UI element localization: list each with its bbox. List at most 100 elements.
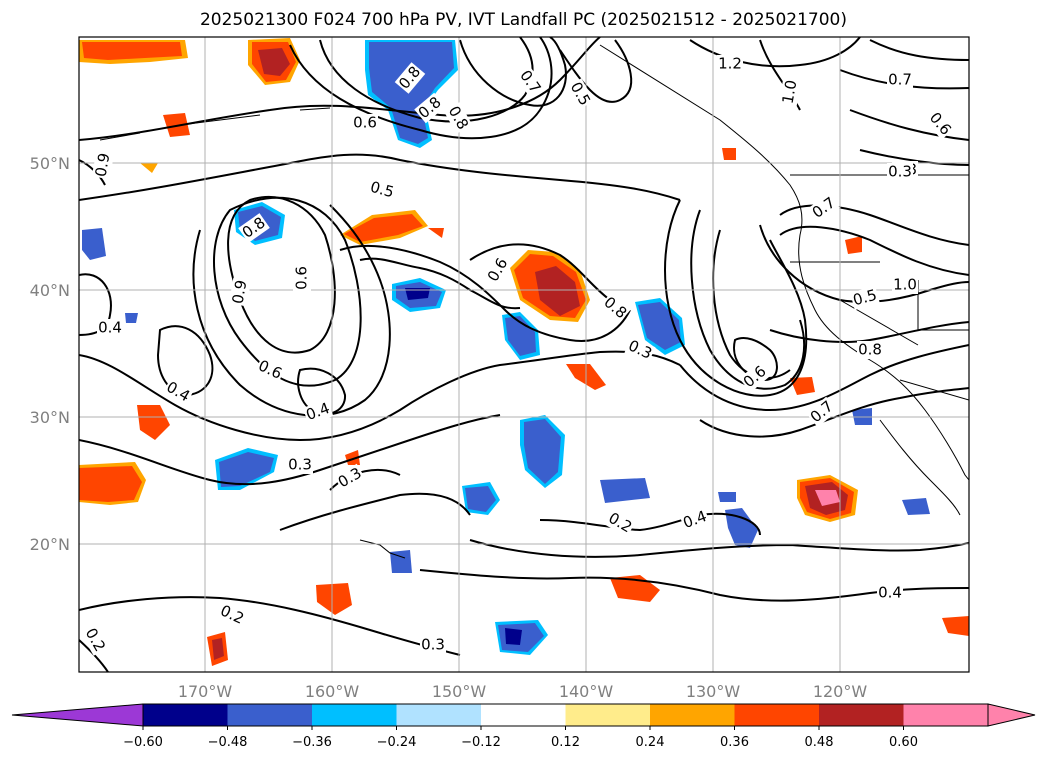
lon-label-140w: 140°W: [559, 682, 614, 701]
contour-label-bg: [887, 71, 913, 89]
colorbar-tick-label: 0.60: [889, 735, 918, 750]
neg-blob: [125, 313, 138, 323]
lat-label-30n: 30°N: [30, 408, 70, 427]
contour-label-bg: [443, 102, 473, 134]
colorbar-tick-label: 0.48: [805, 735, 834, 750]
contour-label-bg: [352, 114, 378, 132]
pos-blob: [212, 638, 224, 660]
pv-contours: [79, 37, 969, 672]
contour-line: [869, 39, 969, 61]
contour-line: [559, 39, 633, 103]
colorbar-tick-label: −0.24: [377, 735, 417, 750]
contour-line: [329, 469, 401, 491]
contour-label-bg: [91, 150, 115, 180]
contour-label-bg: [717, 55, 743, 73]
colorbar-segment: [312, 704, 397, 726]
contour-label-bg: [679, 507, 711, 533]
contour-line: [297, 367, 347, 415]
contour-label-bg: [515, 66, 545, 98]
contour-label-bg: [228, 277, 252, 307]
colorbar-tick-label: −0.60: [123, 735, 163, 750]
pos-blob: [815, 490, 840, 506]
colorbar-segment: [565, 704, 651, 726]
contour-value-label: 1.0: [779, 79, 801, 106]
neg-blob: [902, 498, 930, 515]
contour-label-bg: [302, 399, 334, 425]
contour-label-bg: [254, 356, 286, 384]
pos-blob: [535, 266, 580, 316]
contour-label-bg: [604, 508, 636, 538]
contour-line: [289, 37, 553, 140]
contour-line: [859, 149, 969, 166]
neg-blob: [725, 508, 758, 548]
contour-value-label: 0.9: [229, 279, 251, 306]
contour-label-bg: [924, 108, 956, 140]
pos-blob: [316, 583, 352, 615]
contour-line: [779, 225, 969, 276]
colorbar-segment: [650, 704, 735, 726]
contour-label-bg: [97, 319, 123, 337]
colorbar-tick-label: 0.24: [636, 735, 665, 750]
contour-line: [664, 199, 808, 397]
colorbar-tick-label: −0.48: [208, 735, 248, 750]
contour-line: [192, 204, 391, 417]
contour-line: [79, 414, 501, 486]
pos-blob: [344, 214, 423, 242]
neg-blob: [405, 288, 430, 300]
coastline: [879, 419, 961, 516]
contour-line: [679, 344, 969, 412]
contour-value-label: 0.3: [888, 163, 912, 181]
contour-line: [227, 195, 336, 354]
map-frame: [78, 36, 970, 673]
pos-blob: [942, 616, 969, 636]
pos-blob: [790, 377, 815, 395]
contour-line: [279, 492, 471, 531]
contour-line: [359, 257, 521, 310]
contour-line: [79, 350, 681, 442]
colorbar-segment: [903, 704, 989, 726]
contour-label-bg: [892, 276, 918, 294]
contour-line: [689, 37, 861, 68]
pos-blob: [137, 405, 170, 440]
contour-label-bg: [624, 336, 656, 364]
contour-label-bg: [565, 78, 595, 110]
neg-blob: [82, 228, 106, 260]
contour-line: [469, 539, 969, 558]
contour-line: [339, 244, 631, 342]
colorbar-tick-label: −0.36: [292, 735, 332, 750]
neg-blob: [465, 486, 496, 512]
contour-label-bg: [857, 341, 883, 359]
contour-value-label: 0.3: [288, 456, 312, 474]
contour-value-label: 0.5: [851, 286, 879, 310]
contour-label-bg: [877, 584, 903, 602]
lon-label-170w: 170°W: [178, 682, 233, 701]
contour-label-bg: [808, 193, 840, 223]
lon-label-130w: 130°W: [686, 682, 741, 701]
contour-line: [469, 243, 611, 301]
contour-label-bg: [216, 601, 248, 629]
contour-label-bg: [778, 77, 802, 107]
neg-blob: [219, 452, 274, 487]
neg-blob: [390, 550, 412, 573]
pos-blob: [722, 148, 736, 160]
lon-label-150w: 150°W: [432, 682, 487, 701]
colorbar-tick-label: 0.12: [551, 735, 580, 750]
contour-line: [849, 109, 969, 141]
colorbar-segment: [734, 704, 820, 726]
pos-blob: [428, 228, 444, 238]
contour-line: [79, 273, 112, 336]
map-title: 2025021300 F024 700 hPa PV, IVT Landfall…: [199, 10, 847, 30]
contour-label-bg: [414, 92, 446, 124]
contour-line: [769, 321, 969, 343]
contour-label-bg: [483, 254, 513, 286]
contour-label-bg: [599, 292, 631, 324]
pos-blob: [82, 42, 182, 60]
contour-label-bg: [367, 177, 397, 203]
contour-label-bg: [293, 265, 311, 291]
contour-line: [79, 596, 461, 656]
contour-label-bg: [420, 636, 446, 654]
lat-label-20n: 20°N: [30, 535, 70, 554]
pos-blob: [79, 466, 142, 502]
contour-line: [539, 512, 761, 536]
